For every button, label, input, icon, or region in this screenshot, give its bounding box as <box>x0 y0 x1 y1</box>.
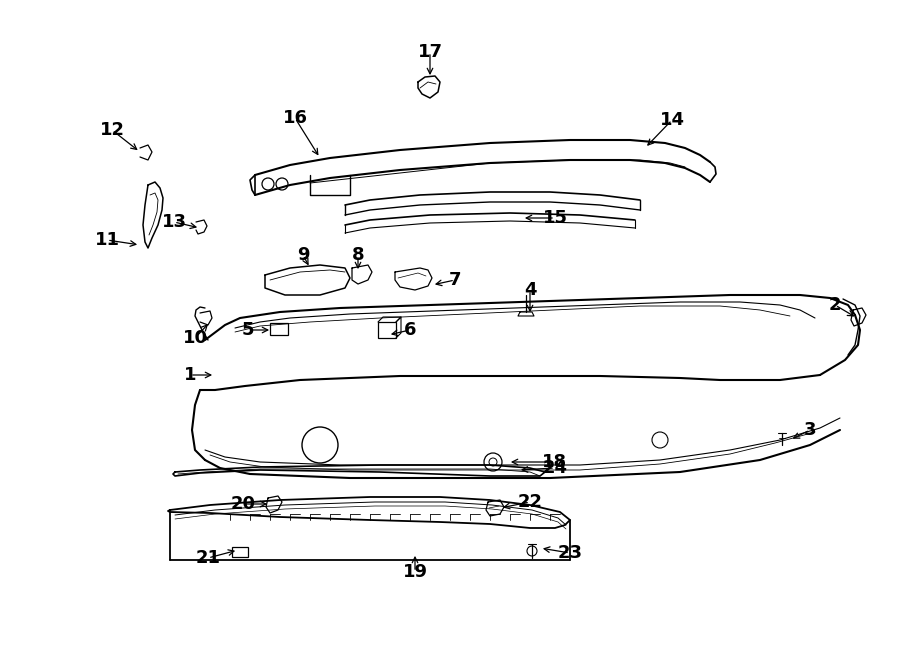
Text: 18: 18 <box>543 453 568 471</box>
Text: 10: 10 <box>183 329 208 347</box>
Text: 15: 15 <box>543 209 568 227</box>
Text: 14: 14 <box>660 111 685 129</box>
Text: 2: 2 <box>829 296 842 314</box>
Text: 3: 3 <box>804 421 816 439</box>
Text: 19: 19 <box>402 563 428 581</box>
Text: 7: 7 <box>449 271 461 289</box>
Text: 5: 5 <box>242 321 254 339</box>
Bar <box>270 323 288 335</box>
Text: 11: 11 <box>94 231 120 249</box>
Text: 24: 24 <box>543 459 568 477</box>
Text: 20: 20 <box>230 495 256 513</box>
Text: 17: 17 <box>418 43 443 61</box>
Text: 8: 8 <box>352 246 365 264</box>
Text: 22: 22 <box>518 493 543 511</box>
Text: 13: 13 <box>161 213 186 231</box>
Text: 6: 6 <box>404 321 416 339</box>
Text: 23: 23 <box>557 544 582 562</box>
Bar <box>378 322 396 338</box>
Text: 4: 4 <box>524 281 536 299</box>
Text: 12: 12 <box>100 121 124 139</box>
Text: 1: 1 <box>184 366 196 384</box>
Text: 9: 9 <box>297 246 310 264</box>
Bar <box>232 547 248 557</box>
Text: 21: 21 <box>195 549 220 567</box>
Text: 16: 16 <box>283 109 308 127</box>
